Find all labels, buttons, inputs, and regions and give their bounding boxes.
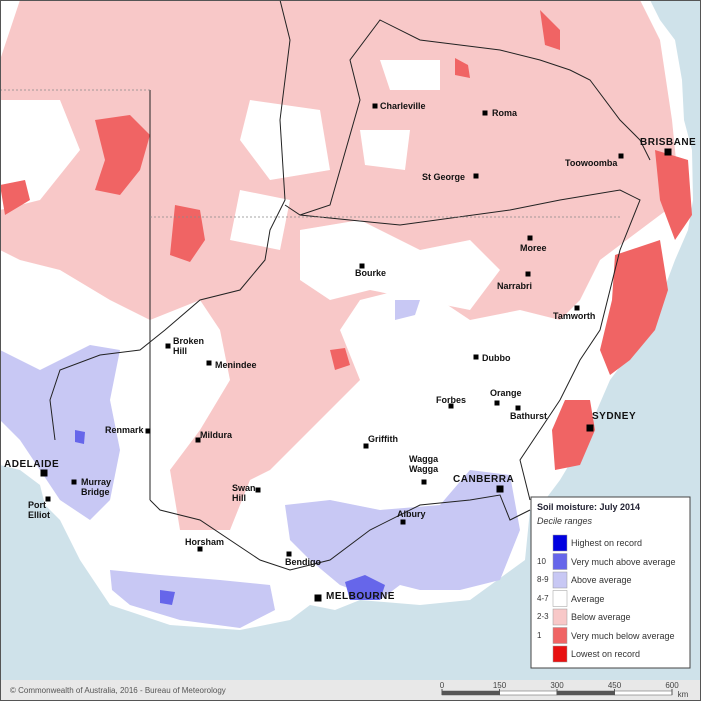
town-label: Forbes [436,395,467,405]
legend-decile: 4-7 [537,593,549,603]
scale-label: 450 [608,681,622,690]
town-marker [618,153,624,159]
town-label: Bendigo [285,557,321,567]
town-marker [45,496,51,502]
legend-label: Lowest on record [571,649,641,659]
town-label: Charleville [380,101,426,111]
town-marker [482,110,488,116]
legend-decile: 1 [537,630,542,640]
town-label: Port Elliot [28,500,50,520]
town-marker [359,263,365,269]
town-marker [448,403,454,409]
town-marker [197,546,203,552]
town-label: Tamworth [553,311,596,321]
scale-label: 150 [493,681,507,690]
inland-borders [0,89,620,218]
town-marker [40,469,48,477]
town-marker [574,305,580,311]
very-much-above-average-area [75,430,385,605]
town-label: Renmark [105,425,144,435]
scale-segment [441,690,500,696]
town-marker [527,235,533,241]
legend-label: Average [571,593,605,604]
legend-swatch [552,553,568,570]
town-label: Menindee [215,360,257,370]
town-marker [664,148,672,156]
footer-bar [0,680,701,701]
legend-swatch [552,645,568,663]
legend-label: Very much above average [571,556,676,567]
legend-label: Highest on record [571,538,643,548]
legend-swatch [552,590,568,607]
town-label: Albury [397,509,426,519]
town-marker [145,428,151,434]
town-marker [286,551,292,557]
town-marker [372,103,378,109]
legend-label: Above average [571,575,632,585]
town-marker [515,405,521,411]
legend-decile: 8-9 [537,575,549,584]
town-label: Roma [492,108,518,118]
town-label: CANBERRA [453,474,515,485]
town-label: BRISBANE [640,137,697,148]
town-label: ADELAIDE [4,459,60,470]
town-marker [363,443,369,449]
scale-label: 0 [440,681,445,690]
legend-swatch [552,571,568,589]
scale-unit: km [678,690,689,699]
town-label: Bourke [355,268,387,278]
scale-segment [556,690,615,696]
legend-title: Soil moisture: July 2014 [537,502,641,512]
town-marker [421,479,427,485]
town-marker [206,360,212,366]
town-label: Moree [520,243,547,253]
town-label: Mildura [200,430,233,440]
town-label: Bathurst [510,411,548,421]
town-label: Swan Hill [232,483,256,503]
town-label: Narrabri [497,281,533,291]
town-marker [314,594,322,602]
legend-label: Very much below average [571,630,675,641]
town-label: Wagga Wagga [409,454,439,474]
scale-segment [614,690,673,696]
town-marker [525,271,531,277]
town-marker [400,519,406,525]
town-label: Toowoomba [565,158,618,168]
scale-label: 600 [665,681,679,690]
town-marker [496,485,504,493]
town-marker [165,343,171,349]
copyright: © Commonwealth of Australia, 2016 - Bure… [10,686,226,695]
town-label: Murray Bridge [81,477,112,497]
town-label: MELBOURNE [326,591,395,602]
town-marker [586,424,594,432]
legend-swatch [552,627,568,644]
town-marker [473,173,479,179]
legend-subtitle: Decile ranges [537,516,593,526]
state-borders [49,0,651,571]
town-label: SYDNEY [592,411,637,422]
town-label: Dubbo [482,353,511,363]
scale-label: 300 [550,681,564,690]
town-label: Orange [490,388,522,398]
above-average-area [0,300,520,628]
scale-segment [499,690,558,696]
legend-decile: 10 [537,556,546,566]
town-marker [494,400,500,406]
legend-label: Below average [571,612,631,622]
town-label: Horsham [185,537,225,547]
town-marker [71,479,77,485]
town-label: Griffith [368,434,398,444]
town-label: Broken Hill [173,336,205,356]
town-label: St George [422,172,466,182]
town-marker [195,437,201,443]
legend-decile: 2-3 [537,612,549,621]
legend-swatch [552,534,568,552]
town-marker [255,487,261,493]
average-area [0,60,500,310]
legend-swatch [552,608,568,626]
town-marker [473,354,479,360]
